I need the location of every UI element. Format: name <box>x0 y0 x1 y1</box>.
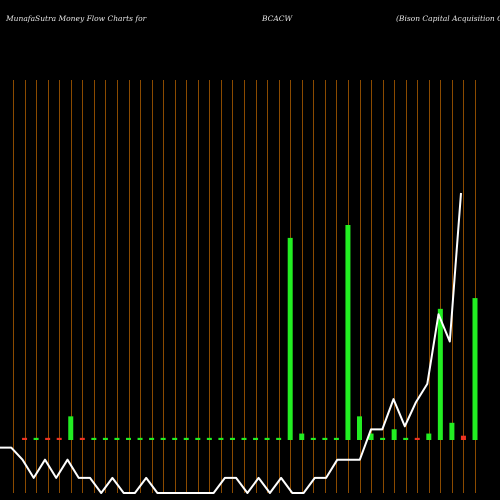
chart-bar <box>172 437 178 440</box>
chart-bar <box>45 437 51 440</box>
header-company: (Bison Capital Acquisition C <box>396 14 500 23</box>
chart-bar <box>149 437 155 440</box>
chart-bar <box>403 437 409 440</box>
chart-bar <box>414 437 420 440</box>
chart-bar <box>380 437 386 440</box>
chart-bar <box>437 308 443 440</box>
chart-bar <box>310 437 316 440</box>
chart-bar <box>345 225 351 440</box>
chart-bar <box>276 437 282 440</box>
chart-bar <box>114 437 120 440</box>
chart-bar <box>218 437 224 440</box>
chart-bar <box>287 237 293 440</box>
chart-bar <box>102 437 108 440</box>
chart-bar <box>460 435 466 440</box>
chart-bar <box>449 422 455 440</box>
chart-bar <box>299 433 305 440</box>
chart-bar <box>391 429 397 440</box>
chart-bar <box>56 437 62 440</box>
chart-bar <box>79 437 85 440</box>
chart-bar <box>264 437 270 440</box>
chart-bar <box>195 437 201 440</box>
chart-bar <box>322 437 328 440</box>
header-symbol: BCACW <box>262 14 293 23</box>
chart-bar <box>160 437 166 440</box>
chart-bar <box>472 298 478 440</box>
chart-header: MunafaSutra Money Flow Charts for BCACW … <box>0 14 500 28</box>
chart-bar <box>91 437 97 440</box>
money-flow-line <box>0 192 462 494</box>
chart-bar <box>206 437 212 440</box>
header-title: MunafaSutra Money Flow Charts for <box>6 14 147 23</box>
chart-bar <box>229 437 235 440</box>
chart-bar <box>137 437 143 440</box>
chart-bar <box>183 437 189 440</box>
chart-bar <box>126 437 131 440</box>
chart-bar <box>68 416 74 440</box>
chart-bar <box>357 416 362 440</box>
chart-bar <box>241 437 247 440</box>
chart-bar <box>368 433 374 440</box>
chart-bar <box>333 437 339 440</box>
chart-bar <box>253 437 259 440</box>
chart-bar <box>33 437 39 440</box>
chart-bar <box>22 437 28 440</box>
chart-bar <box>426 433 432 440</box>
